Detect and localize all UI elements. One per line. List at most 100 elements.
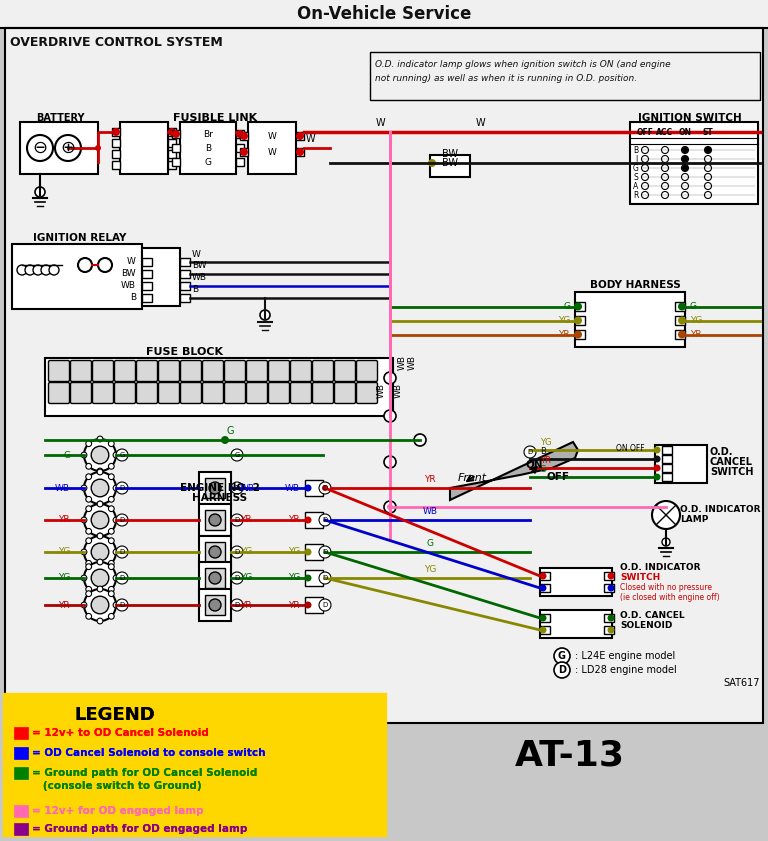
Bar xyxy=(14,805,28,817)
Circle shape xyxy=(304,484,312,491)
Text: SOLENOID: SOLENOID xyxy=(620,621,672,630)
FancyBboxPatch shape xyxy=(137,383,157,404)
FancyBboxPatch shape xyxy=(203,361,223,382)
Circle shape xyxy=(49,265,59,275)
Circle shape xyxy=(704,165,711,172)
Text: D: D xyxy=(119,549,124,555)
Text: YG: YG xyxy=(558,316,570,325)
Bar xyxy=(14,727,28,739)
Circle shape xyxy=(86,496,91,502)
Circle shape xyxy=(108,473,114,479)
Circle shape xyxy=(678,316,686,325)
Bar xyxy=(142,270,152,278)
Circle shape xyxy=(682,147,688,153)
Text: HARNESS: HARNESS xyxy=(193,493,247,503)
Circle shape xyxy=(108,528,114,534)
Polygon shape xyxy=(450,442,578,500)
Text: D: D xyxy=(323,485,328,491)
Bar xyxy=(168,150,176,158)
Bar xyxy=(5,695,385,835)
Bar xyxy=(5,723,763,836)
Text: YR: YR xyxy=(58,600,70,610)
Text: SWITCH: SWITCH xyxy=(710,467,753,477)
Bar xyxy=(168,128,176,136)
FancyBboxPatch shape xyxy=(269,361,290,382)
Circle shape xyxy=(86,586,91,592)
Text: WB: WB xyxy=(285,484,300,493)
Bar xyxy=(180,270,190,278)
Bar xyxy=(662,446,672,454)
Circle shape xyxy=(33,265,43,275)
FancyBboxPatch shape xyxy=(114,383,135,404)
Circle shape xyxy=(641,182,648,189)
Bar xyxy=(14,823,28,835)
Text: D: D xyxy=(323,575,328,581)
Bar xyxy=(305,512,323,528)
Bar xyxy=(630,122,758,204)
Circle shape xyxy=(108,613,114,619)
Text: IGNITION RELAY: IGNITION RELAY xyxy=(33,233,127,243)
Circle shape xyxy=(574,303,582,310)
Circle shape xyxy=(641,192,648,198)
Text: O.D. indicator lamp glows when ignition switch is ON (and engine: O.D. indicator lamp glows when ignition … xyxy=(375,60,670,68)
Text: YR: YR xyxy=(690,330,702,339)
Circle shape xyxy=(116,482,128,494)
Circle shape xyxy=(116,599,128,611)
Circle shape xyxy=(641,156,648,162)
Bar xyxy=(296,148,304,156)
FancyBboxPatch shape xyxy=(247,383,267,404)
Text: BW: BW xyxy=(442,149,458,159)
Circle shape xyxy=(539,573,547,579)
Bar xyxy=(248,122,296,174)
Text: ON: ON xyxy=(525,460,543,470)
FancyBboxPatch shape xyxy=(180,361,201,382)
Bar xyxy=(20,122,98,174)
Circle shape xyxy=(641,146,648,154)
FancyBboxPatch shape xyxy=(137,361,157,382)
Circle shape xyxy=(539,615,547,621)
Text: W: W xyxy=(192,250,201,258)
Bar xyxy=(305,480,323,496)
Circle shape xyxy=(41,265,51,275)
Text: FUSIBLE LINK: FUSIBLE LINK xyxy=(173,113,257,123)
Text: LEGEND: LEGEND xyxy=(74,706,155,724)
Circle shape xyxy=(304,516,312,523)
Circle shape xyxy=(168,128,176,136)
Circle shape xyxy=(97,501,103,507)
Bar xyxy=(575,302,585,311)
Circle shape xyxy=(116,546,128,558)
Circle shape xyxy=(97,533,103,539)
Circle shape xyxy=(682,156,688,162)
FancyBboxPatch shape xyxy=(356,383,378,404)
Circle shape xyxy=(84,589,116,621)
Circle shape xyxy=(86,473,91,479)
Circle shape xyxy=(108,463,114,469)
Bar xyxy=(14,727,28,739)
Circle shape xyxy=(91,511,109,529)
FancyBboxPatch shape xyxy=(92,361,114,382)
Text: BODY HARNESS: BODY HARNESS xyxy=(590,280,680,290)
Circle shape xyxy=(607,584,614,591)
Text: YR: YR xyxy=(240,516,252,525)
Circle shape xyxy=(554,648,570,664)
Circle shape xyxy=(704,146,711,154)
Circle shape xyxy=(209,599,221,611)
Text: = OD Cancel Solenoid to console switch: = OD Cancel Solenoid to console switch xyxy=(32,748,266,758)
Circle shape xyxy=(705,147,711,153)
Text: W: W xyxy=(127,257,136,267)
Bar xyxy=(112,150,120,158)
Text: = Ground path for OD Cancel Solenoid: = Ground path for OD Cancel Solenoid xyxy=(32,768,257,778)
Text: = 12v+ to OD Cancel Solenoid: = 12v+ to OD Cancel Solenoid xyxy=(32,728,209,738)
Text: B: B xyxy=(205,144,211,152)
Circle shape xyxy=(231,599,243,611)
FancyBboxPatch shape xyxy=(335,361,356,382)
Text: YR: YR xyxy=(288,516,300,525)
Bar xyxy=(142,294,152,302)
Text: YR: YR xyxy=(558,330,570,339)
Bar xyxy=(604,626,614,634)
FancyBboxPatch shape xyxy=(114,361,135,382)
Circle shape xyxy=(654,447,660,453)
Circle shape xyxy=(97,591,103,597)
Text: SWITCH: SWITCH xyxy=(620,574,660,583)
Circle shape xyxy=(661,165,668,172)
